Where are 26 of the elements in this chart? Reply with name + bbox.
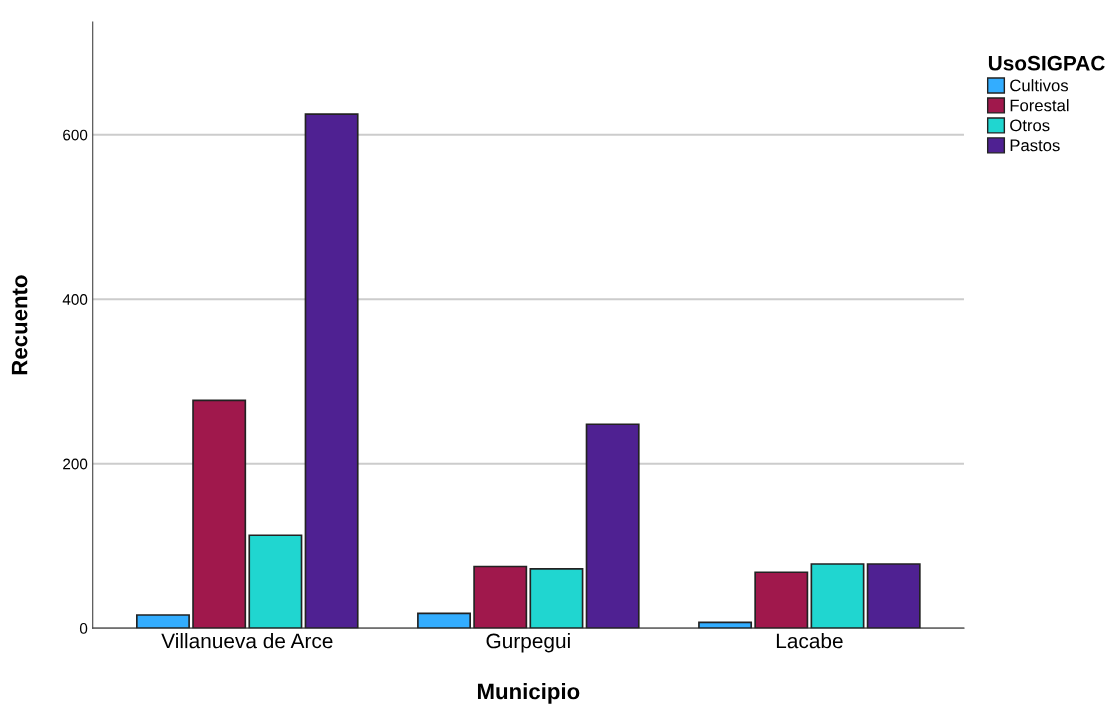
legend-label: Forestal — [1010, 99, 1069, 112]
bar — [136, 614, 190, 629]
y-tick-label: 400 — [62, 294, 88, 305]
bar — [754, 571, 809, 629]
y-axis-title: Recuento — [11, 275, 28, 375]
legend-label: Otros — [1010, 119, 1050, 132]
bar — [810, 563, 865, 629]
x-tick-label: Gurpegui — [486, 633, 570, 653]
legend-label: Pastos — [1010, 139, 1060, 152]
bar — [698, 621, 753, 629]
bar — [417, 612, 471, 629]
bar — [192, 399, 247, 629]
x-tick-label: Villanueva de Arce — [161, 633, 333, 649]
bar — [585, 423, 640, 629]
legend-label: Cultivos — [1010, 79, 1069, 92]
bar — [248, 534, 303, 629]
x-axis-title: Municipio — [477, 682, 580, 704]
y-tick-label: 0 — [79, 623, 88, 634]
bar — [304, 113, 359, 629]
x-tick-label: Lacabe — [776, 633, 843, 649]
bar — [866, 563, 921, 629]
y-tick-label: 200 — [63, 458, 88, 470]
y-tick-label: 600 — [63, 129, 88, 141]
bar — [529, 568, 584, 629]
bar — [473, 565, 528, 629]
legend-title: UsoSIGPAC — [988, 55, 1105, 71]
